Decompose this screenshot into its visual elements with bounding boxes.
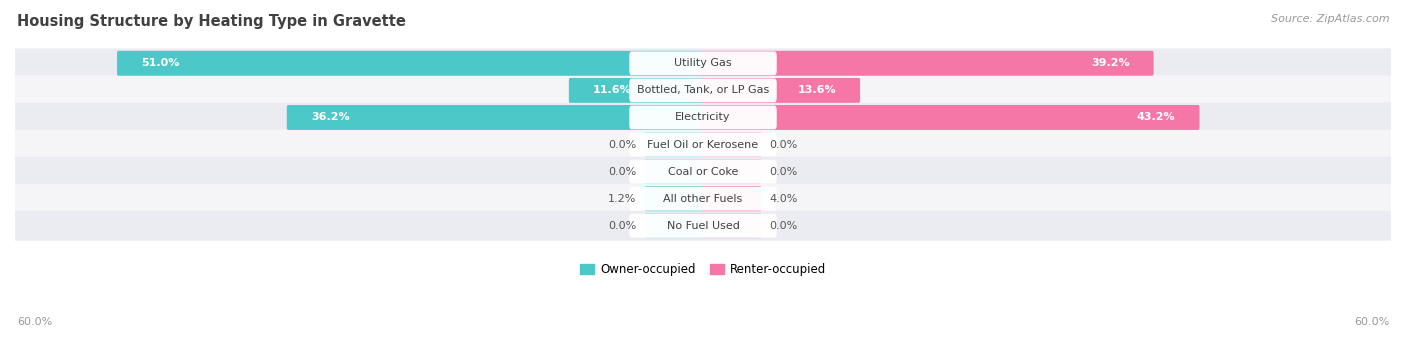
Text: 11.6%: 11.6% (593, 85, 631, 95)
Text: Source: ZipAtlas.com: Source: ZipAtlas.com (1271, 14, 1389, 24)
FancyBboxPatch shape (702, 132, 762, 157)
Text: All other Fuels: All other Fuels (664, 194, 742, 204)
FancyBboxPatch shape (117, 51, 704, 76)
Text: Electricity: Electricity (675, 113, 731, 122)
FancyBboxPatch shape (630, 160, 776, 183)
FancyBboxPatch shape (702, 105, 1199, 130)
Text: 4.0%: 4.0% (769, 194, 797, 204)
Text: Utility Gas: Utility Gas (675, 58, 731, 68)
Legend: Owner-occupied, Renter-occupied: Owner-occupied, Renter-occupied (575, 258, 831, 281)
FancyBboxPatch shape (630, 51, 776, 75)
Text: 39.2%: 39.2% (1091, 58, 1129, 68)
FancyBboxPatch shape (630, 106, 776, 129)
FancyBboxPatch shape (13, 130, 1393, 160)
Text: No Fuel Used: No Fuel Used (666, 221, 740, 231)
Text: 0.0%: 0.0% (609, 167, 637, 177)
Text: Bottled, Tank, or LP Gas: Bottled, Tank, or LP Gas (637, 85, 769, 95)
FancyBboxPatch shape (287, 105, 704, 130)
FancyBboxPatch shape (644, 159, 704, 184)
Text: 1.2%: 1.2% (609, 194, 637, 204)
Text: 43.2%: 43.2% (1137, 113, 1175, 122)
Text: 0.0%: 0.0% (609, 221, 637, 231)
FancyBboxPatch shape (630, 214, 776, 238)
Text: 13.6%: 13.6% (797, 85, 837, 95)
Text: 60.0%: 60.0% (1354, 317, 1389, 327)
FancyBboxPatch shape (702, 159, 762, 184)
Text: 0.0%: 0.0% (769, 139, 797, 150)
Text: Coal or Coke: Coal or Coke (668, 167, 738, 177)
FancyBboxPatch shape (702, 213, 762, 238)
Text: 0.0%: 0.0% (769, 167, 797, 177)
FancyBboxPatch shape (13, 157, 1393, 187)
FancyBboxPatch shape (702, 186, 762, 211)
FancyBboxPatch shape (630, 133, 776, 157)
FancyBboxPatch shape (702, 51, 1154, 76)
Text: Fuel Oil or Kerosene: Fuel Oil or Kerosene (647, 139, 759, 150)
FancyBboxPatch shape (13, 48, 1393, 78)
FancyBboxPatch shape (644, 213, 704, 238)
Text: Housing Structure by Heating Type in Gravette: Housing Structure by Heating Type in Gra… (17, 14, 406, 29)
FancyBboxPatch shape (644, 132, 704, 157)
FancyBboxPatch shape (13, 211, 1393, 241)
Text: 36.2%: 36.2% (311, 113, 350, 122)
FancyBboxPatch shape (630, 78, 776, 102)
FancyBboxPatch shape (13, 103, 1393, 132)
FancyBboxPatch shape (644, 186, 704, 211)
Text: 0.0%: 0.0% (769, 221, 797, 231)
Text: 51.0%: 51.0% (141, 58, 180, 68)
Text: 60.0%: 60.0% (17, 317, 52, 327)
FancyBboxPatch shape (630, 187, 776, 211)
FancyBboxPatch shape (13, 75, 1393, 105)
FancyBboxPatch shape (13, 184, 1393, 214)
FancyBboxPatch shape (569, 78, 704, 103)
FancyBboxPatch shape (702, 78, 860, 103)
Text: 0.0%: 0.0% (609, 139, 637, 150)
